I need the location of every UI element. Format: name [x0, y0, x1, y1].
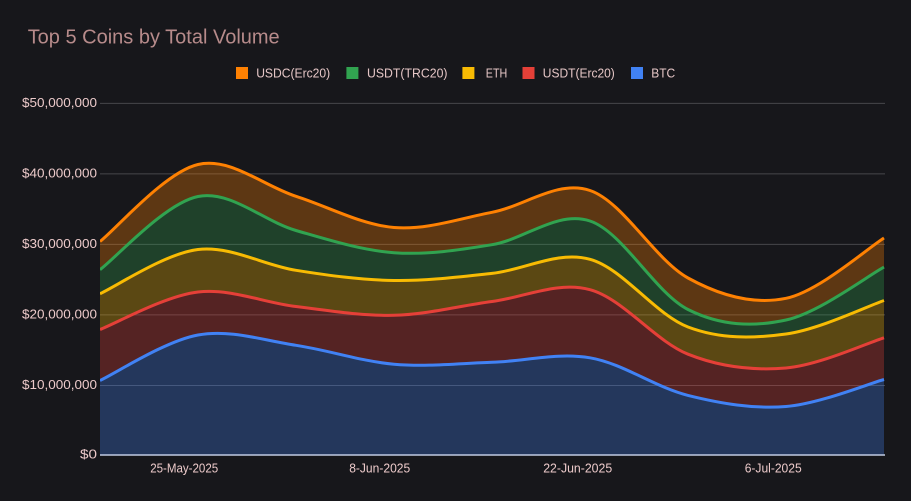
- svg-text:$40,000,000: $40,000,000: [22, 165, 97, 180]
- svg-text:$30,000,000: $30,000,000: [22, 236, 97, 251]
- svg-text:USDT(TRC20): USDT(TRC20): [367, 65, 448, 80]
- svg-text:BTC: BTC: [651, 65, 675, 80]
- svg-text:$0: $0: [80, 446, 97, 461]
- svg-text:25-May-2025: 25-May-2025: [150, 460, 218, 475]
- svg-text:$20,000,000: $20,000,000: [22, 306, 97, 321]
- svg-text:6-Jul-2025: 6-Jul-2025: [745, 460, 802, 475]
- svg-text:$10,000,000: $10,000,000: [22, 377, 97, 392]
- svg-text:8-Jun-2025: 8-Jun-2025: [349, 460, 410, 475]
- svg-text:22-Jun-2025: 22-Jun-2025: [543, 460, 612, 475]
- svg-text:USDC(Erc20): USDC(Erc20): [256, 65, 330, 80]
- svg-text:ETH: ETH: [486, 65, 508, 80]
- svg-text:$50,000,000: $50,000,000: [22, 95, 97, 110]
- svg-text:Top 5 Coins by Total Volume: Top 5 Coins by Total Volume: [28, 27, 280, 49]
- svg-text:USDT(Erc20): USDT(Erc20): [543, 65, 615, 80]
